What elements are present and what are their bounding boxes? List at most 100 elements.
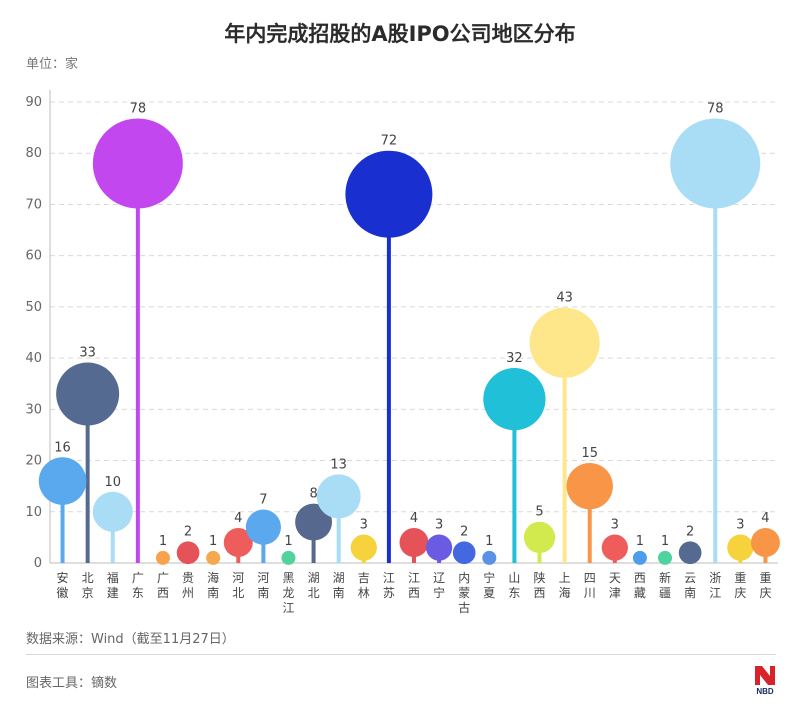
x-tick-label: 河	[232, 571, 244, 585]
bubble	[38, 457, 87, 505]
y-tick-label: 0	[34, 556, 42, 571]
x-tick-label: 北	[308, 586, 320, 600]
value-label: 15	[581, 446, 598, 461]
x-tick-label: 海	[559, 585, 571, 600]
x-tick-label: 林	[358, 586, 370, 600]
x-tick-label: 徽	[57, 585, 69, 600]
bubble	[452, 541, 476, 565]
value-label: 43	[556, 291, 573, 306]
x-tick-label: 辽	[433, 571, 445, 585]
bubble	[295, 503, 333, 541]
x-tick-label: 东	[132, 586, 144, 600]
x-tick-label: 夏	[483, 586, 495, 600]
x-tick-label: 安	[57, 570, 69, 585]
x-tick-label: 福	[107, 570, 119, 585]
x-tick-label: 宁	[483, 570, 495, 585]
x-tick-label: 京	[82, 586, 94, 600]
bubble	[601, 534, 628, 561]
x-tick-label: 龙	[282, 586, 294, 600]
x-tick-label: 重	[734, 571, 746, 585]
x-tick-label: 北	[82, 571, 94, 585]
bubble	[176, 541, 200, 565]
x-tick-label: 南	[684, 585, 696, 600]
value-label: 1	[661, 534, 669, 549]
x-tick-label: 庆	[734, 586, 746, 600]
chart-title: 年内完成招股的A股IPO公司地区分布	[224, 22, 576, 46]
bubble	[92, 491, 133, 532]
nbd-logo: NBD	[755, 666, 775, 696]
value-label: 1	[636, 534, 644, 549]
value-label: 4	[761, 511, 769, 526]
value-label: 3	[611, 518, 619, 533]
value-label: 1	[485, 534, 493, 549]
x-tick-label: 津	[609, 586, 621, 600]
bubble	[350, 534, 377, 561]
x-tick-label: 蒙	[458, 586, 470, 600]
x-tick-label: 南	[207, 585, 219, 600]
x-tick-label: 江	[709, 586, 721, 600]
value-label: 10	[104, 475, 121, 490]
chart-tool-credit: 图表工具：镝数	[26, 676, 118, 691]
x-tick-label: 江	[408, 571, 420, 585]
y-tick-label: 90	[25, 95, 42, 110]
bubble	[658, 550, 673, 565]
x-tick-label: 西	[408, 586, 420, 600]
value-label: 1	[284, 534, 292, 549]
y-tick-label: 50	[25, 300, 42, 315]
x-tick-label: 西	[634, 571, 646, 585]
labels-layer: 16安徽33北京10福建78广东1广西2贵州1海南4河北7河南1黑龙江8湖北13…	[54, 101, 771, 615]
bubble	[678, 541, 702, 565]
x-tick-label: 苏	[383, 586, 395, 600]
y-tick-label: 60	[25, 249, 42, 264]
value-label: 16	[54, 440, 71, 455]
value-label: 7	[259, 493, 267, 508]
bubble	[523, 521, 556, 554]
x-tick-label: 海	[207, 570, 219, 585]
footer-divider	[26, 654, 776, 655]
x-tick-label: 浙	[709, 571, 721, 585]
y-tick-label: 30	[25, 402, 42, 417]
x-tick-label: 东	[508, 586, 520, 600]
value-label: 13	[330, 457, 347, 472]
x-tick-label: 湖	[308, 570, 320, 585]
x-tick-label: 广	[132, 571, 144, 585]
value-label: 32	[506, 351, 523, 366]
bubble	[529, 307, 600, 378]
x-tick-label: 西	[157, 586, 169, 600]
bubbles-layer	[38, 118, 780, 565]
x-tick-label: 庆	[759, 586, 771, 600]
bubble	[750, 528, 780, 558]
x-tick-label: 建	[107, 586, 119, 600]
logo-text: NBD	[756, 687, 774, 696]
bubble	[155, 550, 170, 565]
x-tick-label: 贵	[182, 571, 194, 585]
value-label: 1	[209, 534, 217, 549]
value-label: 78	[130, 101, 147, 116]
x-tick-label: 疆	[659, 586, 671, 600]
y-tick-label: 70	[25, 197, 42, 212]
value-label: 3	[360, 518, 368, 533]
x-tick-label: 江	[282, 601, 294, 615]
x-tick-label: 新	[659, 570, 671, 585]
bubble	[92, 118, 183, 209]
value-label: 4	[410, 511, 418, 526]
x-tick-label: 四	[584, 571, 596, 585]
y-tick-label: 40	[25, 351, 42, 366]
bubble	[223, 528, 253, 558]
x-tick-label: 河	[257, 571, 269, 585]
x-tick-label: 宁	[433, 585, 445, 600]
x-tick-label: 州	[182, 586, 194, 600]
x-tick-label: 山	[508, 571, 520, 585]
value-label: 4	[234, 511, 242, 526]
x-tick-label: 南	[333, 585, 345, 600]
x-tick-label: 古	[458, 600, 470, 615]
bubble	[566, 462, 613, 510]
value-label: 2	[184, 524, 192, 539]
unit-label: 单位：家	[26, 57, 79, 72]
x-tick-label: 云	[684, 571, 696, 585]
value-label: 3	[435, 518, 443, 533]
x-tick-label: 内	[458, 571, 470, 585]
y-tick-label: 10	[25, 505, 42, 520]
x-tick-label: 广	[157, 571, 169, 585]
x-tick-label: 湖	[333, 570, 345, 585]
